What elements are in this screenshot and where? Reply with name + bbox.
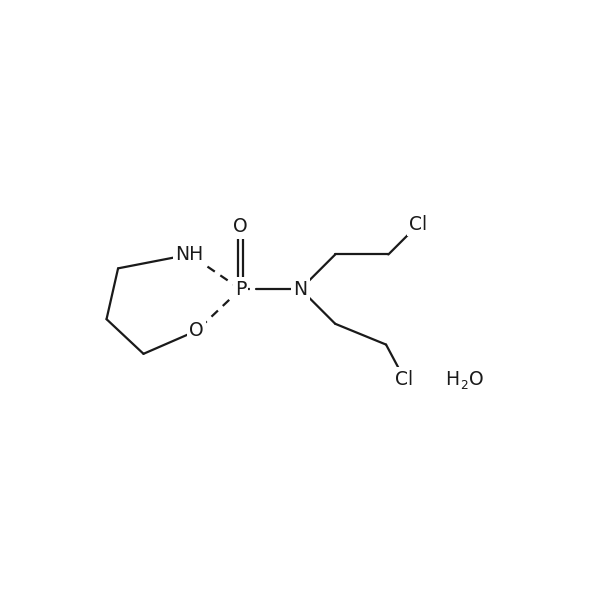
Text: P: P (235, 280, 246, 299)
Text: Cl: Cl (409, 215, 427, 234)
Text: H: H (445, 370, 459, 389)
Text: Cl: Cl (395, 370, 413, 389)
Text: O: O (469, 370, 484, 389)
Text: N: N (293, 280, 308, 299)
Text: NH: NH (176, 245, 204, 264)
Text: O: O (190, 321, 204, 340)
Text: 2: 2 (460, 379, 467, 392)
Text: O: O (233, 217, 248, 236)
